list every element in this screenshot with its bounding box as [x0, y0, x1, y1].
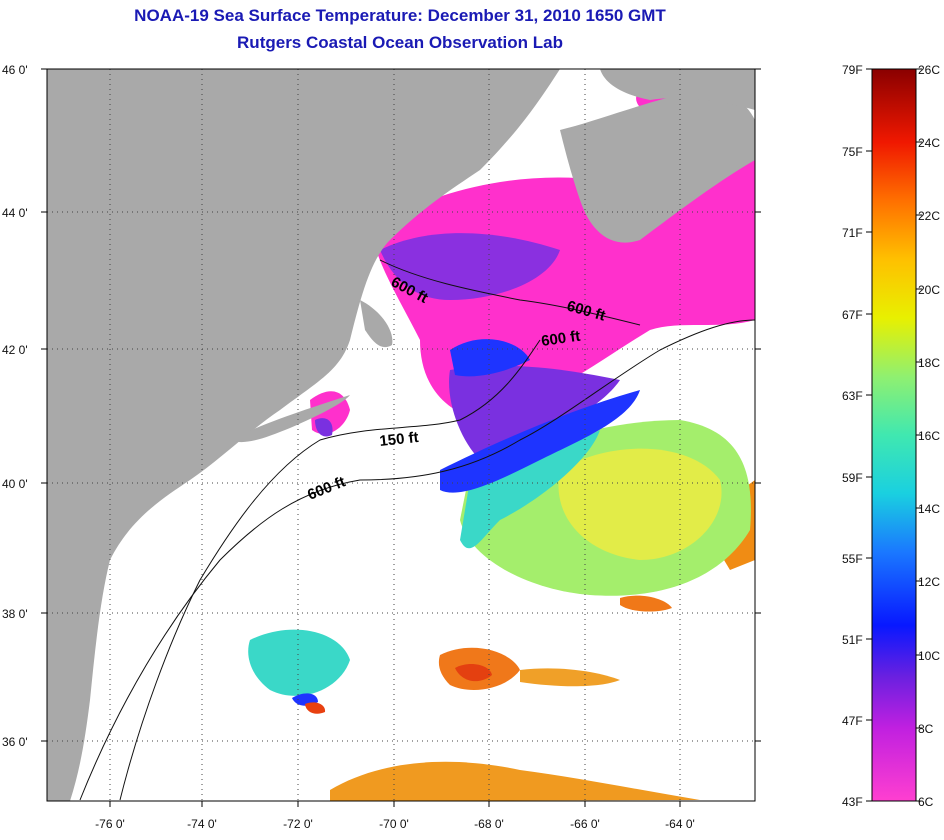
lon-label: -70 0': [379, 817, 409, 831]
colorbar-c-label: 10C: [918, 649, 940, 663]
sst-violet-gulf: [380, 233, 560, 300]
map-title: NOAA-19 Sea Surface Temperature: Decembe…: [134, 6, 666, 25]
lat-label: 36 0': [2, 735, 28, 749]
colorbar-f-label: 59F: [842, 471, 863, 485]
land-mainland-us: [47, 69, 560, 801]
contour-150ft-shelf: [119, 339, 541, 801]
plot-frame: [46, 68, 756, 802]
land-long-island: [230, 395, 350, 443]
lat-label: 46 0': [2, 63, 28, 77]
colorbar-c-label: 20C: [918, 283, 940, 297]
colorbar-c-label: 24C: [918, 136, 940, 150]
colorbar-f-label: 63F: [842, 389, 863, 403]
lon-label: -74 0': [187, 817, 217, 831]
colorbar-f-label: 55F: [842, 552, 863, 566]
colorbar-f-label: 67F: [842, 308, 863, 322]
colorbar: 79F 75F 71F 67F 63F 59F 55F 51F 47F 43F …: [842, 63, 940, 809]
land-cape-cod: [360, 300, 393, 348]
colorbar-f-label: 43F: [842, 795, 863, 809]
land-canada-north: [600, 69, 755, 110]
colorbar-c-label: 22C: [918, 209, 940, 223]
lat-label: 40 0': [2, 477, 28, 491]
sst-orange-streak: [520, 668, 620, 687]
sst-cyan-patch-south: [248, 629, 350, 696]
sst-cyan-band: [460, 430, 600, 549]
graticule: [47, 69, 755, 801]
sst-yellow-core: [558, 448, 722, 560]
colorbar-gradient: [871, 68, 917, 802]
lon-label: -64 0': [665, 817, 695, 831]
contour-label: 150 ft: [379, 429, 420, 450]
contour-gulf-maine: [379, 259, 641, 326]
colorbar-c-label: 14C: [918, 502, 940, 516]
map-plot-area: 600 ft 600 ft 600 ft 150 ft 600 ft: [47, 69, 755, 801]
colorbar-c-label: 26C: [918, 63, 940, 77]
colorbar-c-label: 12C: [918, 575, 940, 589]
contour-600ft-shelf: [79, 319, 755, 801]
lat-label: 44 0': [2, 206, 28, 220]
colorbar-c-label: 18C: [918, 356, 940, 370]
bathymetry-contours: [79, 259, 755, 801]
colorbar-f-label: 71F: [842, 226, 863, 240]
map-subtitle: Rutgers Coastal Ocean Observation Lab: [237, 33, 563, 52]
colorbar-f-label: 79F: [842, 63, 863, 77]
sst-violet-shelf: [449, 365, 620, 460]
colorbar-c-label: 16C: [918, 429, 940, 443]
sst-blue-front: [440, 390, 640, 493]
colorbar-f-label: 75F: [842, 145, 863, 159]
contour-label: 600 ft: [540, 328, 581, 350]
sst-orange-east: [620, 595, 672, 612]
lon-label: -66 0': [570, 817, 600, 831]
lat-label: 42 0': [2, 343, 28, 357]
colorbar-f-label: 51F: [842, 633, 863, 647]
latitude-axis: 46 0' 44 0' 42 0' 40 0' 38 0' 36 0': [2, 63, 761, 749]
lon-label: -68 0': [474, 817, 504, 831]
land-nova-scotia: [560, 89, 755, 243]
longitude-axis: -76 0' -74 0' -72 0' -70 0' -68 0' -66 0…: [95, 801, 695, 831]
colorbar-c-label: 6C: [918, 795, 934, 809]
colorbar-c-label: 8C: [918, 722, 934, 736]
sst-red-core: [455, 664, 492, 682]
colorbar-f-label: 47F: [842, 714, 863, 728]
sst-orange-south: [330, 761, 700, 801]
land-mass: [47, 69, 755, 801]
sst-violet-nj: [315, 418, 333, 437]
lon-label: -72 0': [283, 817, 313, 831]
lon-label: -76 0': [95, 817, 125, 831]
sst-blue-shelf: [450, 339, 530, 377]
sst-red-spot: [305, 702, 326, 714]
lat-label: 38 0': [2, 607, 28, 621]
